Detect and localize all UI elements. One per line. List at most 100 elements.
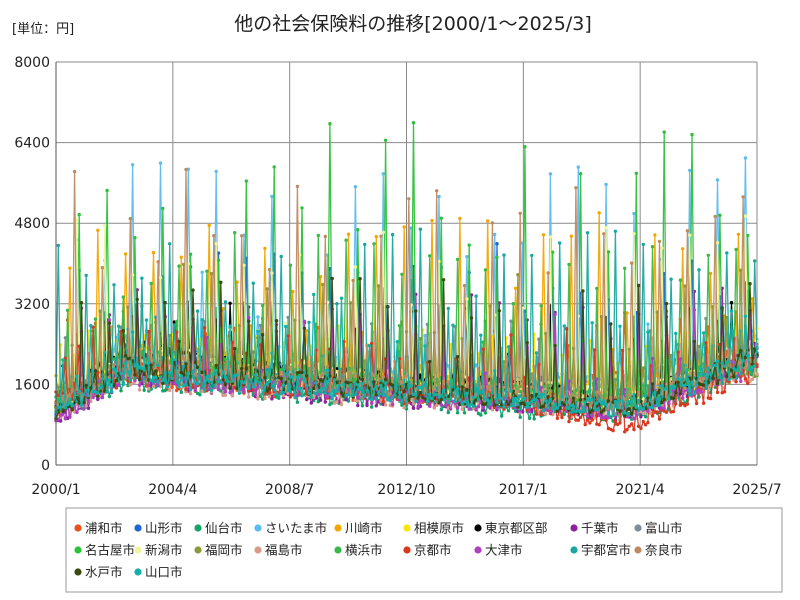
data-point	[400, 403, 404, 407]
data-point	[86, 399, 91, 404]
data-point	[706, 253, 710, 257]
data-point	[653, 233, 657, 237]
data-point	[242, 390, 246, 394]
data-point	[184, 387, 188, 392]
data-point	[641, 384, 645, 388]
data-point	[544, 412, 548, 416]
data-point	[462, 411, 467, 415]
data-point	[623, 388, 627, 392]
data-point	[193, 388, 197, 393]
data-point	[233, 231, 237, 235]
data-point	[258, 394, 262, 398]
data-point	[163, 388, 167, 393]
data-point	[253, 392, 258, 396]
data-point	[560, 415, 564, 420]
data-point	[390, 402, 395, 407]
data-point	[149, 281, 153, 286]
data-point	[302, 319, 307, 323]
data-point	[383, 403, 388, 407]
data-point	[400, 272, 404, 276]
data-point	[743, 377, 748, 381]
data-point	[300, 206, 304, 210]
data-point	[105, 188, 109, 193]
data-point	[671, 409, 676, 414]
data-point	[117, 383, 121, 388]
data-point	[356, 228, 360, 232]
data-point	[56, 243, 60, 248]
data-point	[623, 266, 627, 270]
data-point	[657, 417, 662, 421]
data-point	[527, 410, 532, 414]
data-point	[270, 194, 274, 199]
data-point	[641, 419, 645, 424]
data-point	[604, 182, 608, 187]
data-point	[739, 379, 743, 384]
data-point	[360, 404, 365, 408]
data-point	[444, 403, 448, 408]
data-point	[569, 234, 573, 238]
data-point	[660, 246, 664, 250]
data-point	[639, 415, 643, 419]
data-point	[428, 254, 432, 258]
data-point	[158, 276, 163, 280]
data-point	[455, 257, 460, 262]
data-point	[511, 302, 515, 306]
data-point	[68, 415, 72, 419]
data-point	[295, 400, 300, 404]
data-point	[168, 388, 172, 393]
data-point	[701, 401, 706, 405]
data-point	[527, 416, 532, 420]
data-point	[247, 316, 251, 320]
data-point	[699, 390, 703, 394]
data-point	[256, 385, 260, 389]
data-point	[244, 179, 248, 183]
data-point	[486, 219, 490, 223]
data-point	[75, 410, 79, 415]
data-point	[455, 411, 460, 415]
data-point	[497, 301, 501, 305]
data-point	[634, 413, 638, 417]
data-point	[465, 255, 469, 259]
data-point	[272, 165, 276, 169]
data-point	[694, 401, 699, 406]
data-point	[548, 235, 553, 239]
data-point	[639, 426, 643, 431]
data-point	[151, 384, 156, 388]
data-point	[260, 303, 265, 308]
data-point	[655, 410, 659, 414]
data-point	[77, 212, 81, 217]
data-point	[158, 161, 163, 165]
data-point	[170, 385, 174, 389]
data-point	[96, 228, 100, 232]
data-point	[56, 393, 60, 398]
data-point	[567, 379, 571, 383]
data-point	[555, 416, 560, 420]
data-point	[613, 377, 618, 382]
data-point	[223, 393, 228, 397]
data-point	[734, 380, 738, 384]
data-point	[467, 243, 471, 247]
data-point	[430, 218, 434, 223]
data-point	[518, 415, 522, 419]
data-point	[688, 233, 692, 237]
data-point	[439, 216, 443, 220]
data-point	[755, 372, 759, 377]
data-point	[479, 413, 483, 417]
data-point	[328, 122, 332, 126]
data-point	[337, 324, 341, 328]
data-point	[646, 420, 650, 425]
data-point	[223, 300, 228, 304]
series-lines	[54, 121, 759, 434]
data-point	[604, 225, 608, 230]
data-point	[546, 383, 550, 387]
data-point	[214, 169, 218, 174]
data-point	[541, 233, 546, 237]
data-point	[423, 334, 427, 338]
data-point	[370, 405, 374, 409]
data-point	[223, 390, 228, 394]
data-point	[474, 408, 478, 412]
data-point	[664, 410, 669, 414]
data-point	[221, 386, 225, 391]
data-point	[446, 410, 450, 415]
data-point	[65, 308, 70, 312]
